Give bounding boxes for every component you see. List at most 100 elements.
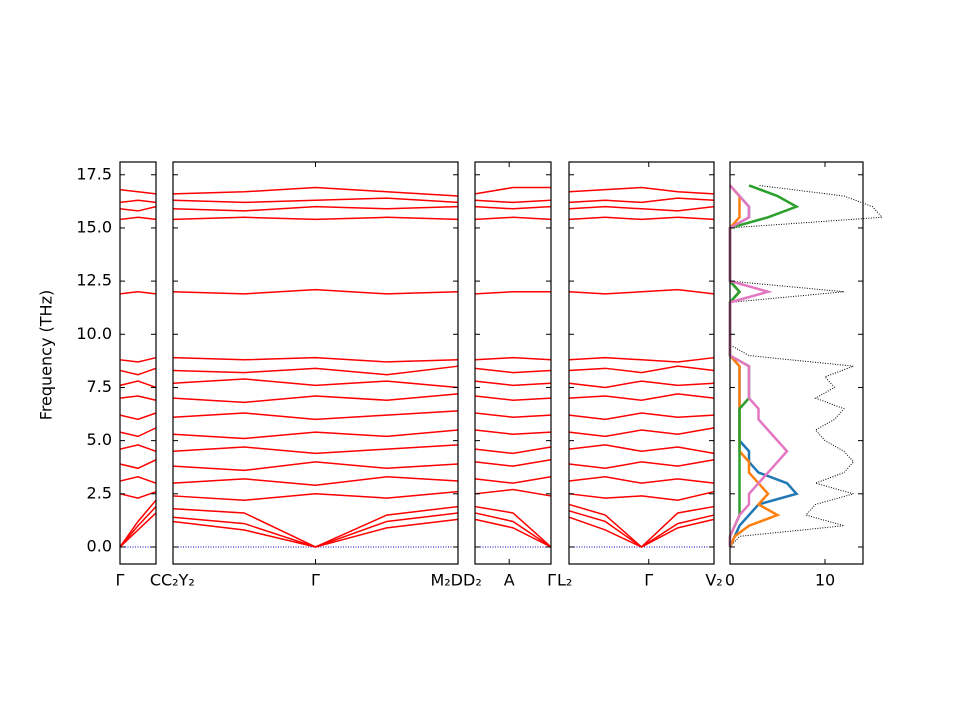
axes-frame: [568, 161, 715, 565]
band-line: [568, 510, 715, 548]
x-tick-label: Γ: [547, 571, 556, 590]
band-line: [172, 205, 459, 212]
x-tick-label: 0: [725, 571, 735, 590]
band-line: [568, 356, 715, 363]
band-line: [172, 505, 459, 548]
band-line: [119, 205, 157, 212]
band-line: [172, 444, 459, 455]
band-line: [474, 476, 552, 484]
band-line: [119, 380, 157, 389]
band-line: [172, 288, 459, 295]
band-line: [119, 367, 157, 376]
axes-frame: [119, 161, 157, 565]
band-line: [119, 512, 157, 548]
axes-frame: [729, 161, 864, 565]
band-line: [568, 365, 715, 374]
band-line: [474, 356, 552, 361]
band-line: [474, 205, 552, 210]
band-line: [474, 290, 551, 295]
band-line: [568, 288, 715, 295]
band-line: [172, 186, 459, 197]
band-line: [474, 367, 552, 374]
band-line: [474, 412, 552, 418]
band-line: [474, 380, 552, 387]
band-line: [568, 427, 715, 438]
band-line: [474, 488, 552, 497]
band-line: [474, 459, 552, 467]
x-tick-label: L₂: [557, 571, 572, 590]
band-line: [568, 459, 715, 470]
band-line: [119, 395, 157, 401]
band-line: [119, 199, 157, 204]
projected-dos: [728, 184, 781, 548]
band-line: [119, 216, 157, 221]
y-tick-label: 12.5: [76, 271, 112, 290]
band-line: [172, 393, 459, 404]
x-tick-label: A: [504, 571, 515, 590]
band-line: [568, 444, 715, 455]
band-line: [568, 197, 715, 204]
band-line: [568, 393, 715, 401]
band-line: [474, 512, 552, 548]
y-tick-label: 2.5: [87, 483, 112, 502]
band-line: [568, 205, 715, 212]
band-line: [474, 216, 552, 221]
x-tick-label: Γ: [116, 571, 125, 590]
band-line: [474, 199, 552, 204]
band-line: [119, 427, 157, 438]
band-line: [119, 459, 157, 470]
band-line: [172, 461, 459, 472]
band-line: [172, 410, 459, 421]
total-dos: [729, 184, 884, 548]
band-line: [119, 476, 157, 484]
axes-frame: [172, 161, 459, 565]
band-line: [568, 412, 715, 421]
band-line: [119, 356, 157, 363]
x-tick-label: 10: [815, 571, 835, 590]
band-line: [172, 378, 459, 389]
band-line: [119, 506, 157, 548]
band-line: [172, 429, 459, 440]
band-line: [474, 186, 551, 195]
band-line: [568, 380, 715, 389]
band-line: [474, 518, 552, 548]
y-axis-label: Frequency (THz): [37, 290, 56, 420]
band-line: [172, 365, 459, 376]
band-line: [568, 516, 715, 548]
x-tick-label: Γ: [311, 571, 320, 590]
band-line: [172, 518, 459, 548]
band-line: [119, 490, 157, 499]
band-line: [172, 490, 459, 501]
band-line: [568, 476, 715, 484]
y-tick-label: 15.0: [76, 217, 112, 236]
y-tick-label: 0.0: [87, 536, 112, 555]
band-line: [568, 503, 715, 548]
x-tick-label: M₂D: [430, 571, 463, 590]
x-tick-label: D₂: [463, 571, 482, 590]
band-line: [119, 188, 157, 195]
y-tick-label: 17.5: [76, 164, 112, 183]
band-line: [119, 444, 157, 452]
x-tick-label: C₂Y₂: [161, 571, 195, 590]
band-line: [474, 446, 552, 455]
band-line: [172, 512, 459, 548]
y-tick-label: 10.0: [76, 324, 112, 343]
band-line: [474, 505, 552, 548]
band-line: [474, 429, 552, 436]
band-line: [172, 216, 459, 221]
x-tick-label: C: [150, 571, 161, 590]
band-line: [568, 490, 715, 501]
band-line: [568, 216, 715, 221]
band-line: [474, 395, 552, 401]
band-line: [119, 412, 157, 421]
x-tick-label: V₂: [705, 571, 722, 590]
band-line: [172, 197, 459, 204]
axes-frame: [474, 161, 552, 565]
band-line: [172, 476, 459, 487]
band-line: [172, 356, 459, 363]
band-line: [568, 186, 715, 195]
y-tick-label: 5.0: [87, 430, 112, 449]
x-tick-label: Γ: [644, 571, 653, 590]
band-line: [119, 499, 157, 548]
